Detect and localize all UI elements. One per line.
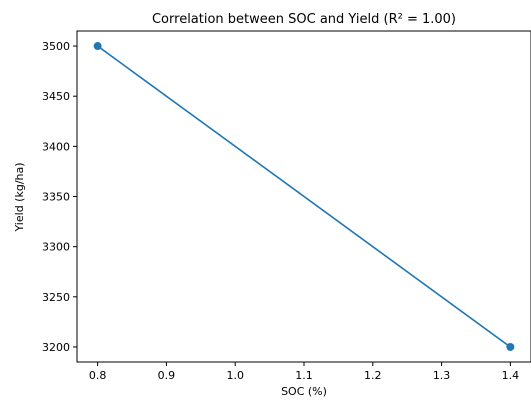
data-point — [506, 342, 515, 351]
y-tick-label: 3400 — [42, 140, 70, 153]
x-tick-label: 1.2 — [364, 369, 382, 382]
y-tick-label: 3450 — [42, 90, 70, 103]
x-tick-label: 1.1 — [295, 369, 313, 382]
y-tick-label: 3300 — [42, 241, 70, 254]
y-axis-label: Yield (kg/ha) — [13, 162, 26, 232]
x-tick-label: 0.9 — [158, 369, 176, 382]
x-tick-label: 1.3 — [433, 369, 451, 382]
x-tick-label: 1.4 — [502, 369, 520, 382]
series-layer — [93, 42, 515, 351]
data-point — [93, 42, 102, 51]
plot-area-frame — [76, 30, 531, 363]
x-axis-ticks: 0.8 0.9 1.0 1.1 1.2 1.3 1.4 — [89, 362, 519, 382]
x-tick-label: 1.0 — [226, 369, 244, 382]
y-tick-label: 3250 — [42, 291, 70, 304]
y-axis-ticks: 3200 3250 3300 3350 3400 3450 3500 — [42, 40, 77, 354]
x-axis-label: SOC (%) — [281, 385, 327, 397]
chart-title: Correlation between SOC and Yield (R² = … — [152, 12, 456, 27]
y-tick-label: 3200 — [42, 341, 70, 354]
series-line — [97, 45, 511, 348]
y-tick-label: 3350 — [42, 191, 70, 204]
x-tick-label: 0.8 — [89, 369, 107, 382]
y-tick-label: 3500 — [42, 40, 70, 53]
